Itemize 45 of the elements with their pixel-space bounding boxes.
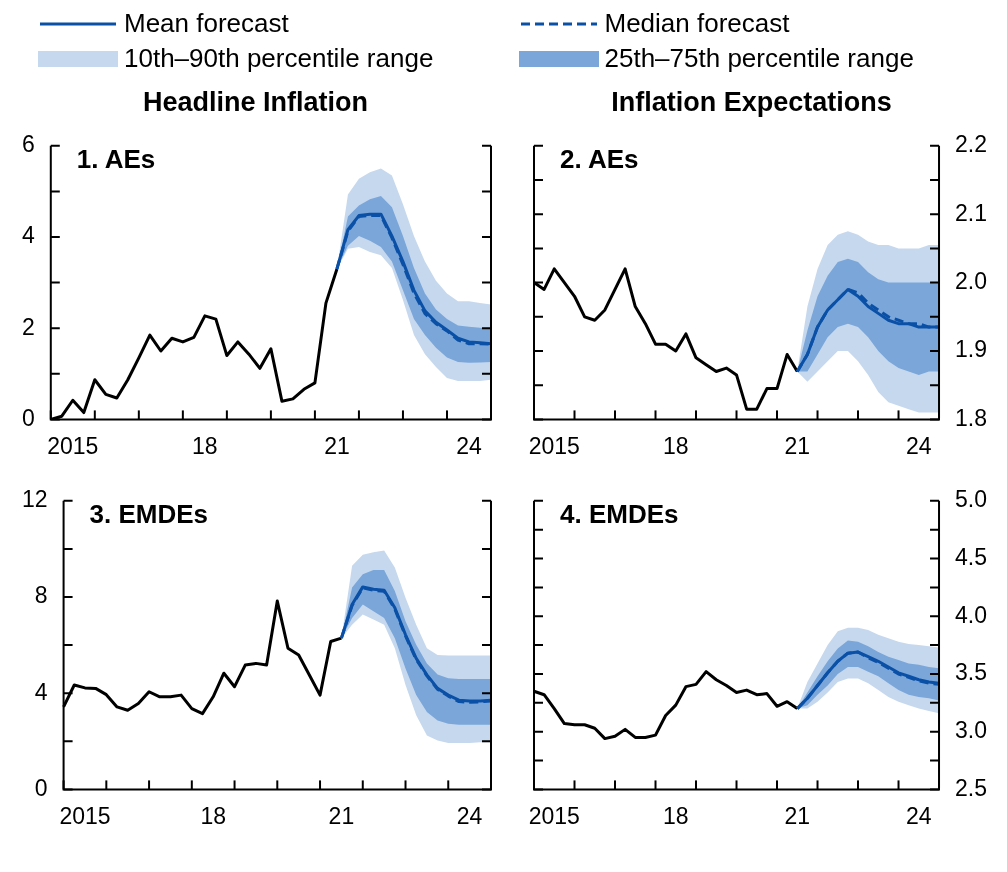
x-tick-label: 24	[905, 802, 932, 829]
y2-tick-label: 4.0	[955, 601, 988, 628]
y2-tick-label: 1.9	[955, 336, 988, 363]
x-tick-label: 18	[662, 802, 689, 829]
y2-tick-label: 2.2	[955, 131, 988, 158]
y-tick-label: 6	[21, 131, 35, 158]
y2-tick-label: 2.1	[955, 199, 988, 226]
legend-label: Median forecast	[604, 8, 790, 39]
chart-title: 4. EMDEs	[560, 498, 679, 529]
y-tick-label: 0	[21, 404, 35, 431]
y2-tick-label: 2.0	[955, 267, 988, 294]
y-tick-label: 4	[21, 222, 35, 249]
y2-tick-label: 4.5	[955, 543, 988, 570]
y2-tick-label: 2.5	[955, 774, 988, 801]
x-tick-label: 2015	[59, 802, 111, 829]
x-tick-label: 21	[784, 432, 811, 459]
chart-subtitle: Inflation Expectations	[610, 86, 893, 119]
chart-title: 2. AEs	[560, 143, 639, 174]
legend-label: 25th–75th percentile range	[604, 43, 914, 74]
chart-subtitle: Headline Inflation	[142, 86, 369, 119]
y2-tick-label: 5.0	[955, 486, 988, 513]
x-tick-label: 21	[784, 802, 811, 829]
x-tick-label: 18	[662, 432, 689, 459]
y-tick-label: 4	[34, 678, 48, 705]
x-tick-label: 2015	[528, 802, 580, 829]
y2-tick-label: 3.0	[955, 717, 988, 744]
chart-title: 1. AEs	[76, 143, 156, 174]
x-tick-label: 24	[456, 802, 483, 829]
x-tick-label: 24	[905, 432, 932, 459]
y2-tick-label: 1.8	[955, 404, 988, 431]
y-tick-label: 0	[34, 774, 48, 801]
chart-title: 3. EMDEs	[89, 498, 209, 529]
legend-label: Mean forecast	[124, 8, 289, 39]
y-tick-label: 8	[34, 582, 48, 609]
legend-label: 10th–90th percentile range	[124, 43, 434, 74]
x-tick-label: 2015	[528, 432, 580, 459]
x-tick-label: 18	[192, 432, 218, 459]
y-tick-label: 12	[21, 486, 48, 513]
y-tick-label: 2	[21, 313, 35, 340]
x-tick-label: 2015	[47, 432, 99, 459]
x-tick-label: 21	[328, 802, 355, 829]
y2-tick-label: 3.5	[955, 659, 988, 686]
x-tick-label: 24	[456, 432, 482, 459]
x-tick-label: 21	[324, 432, 350, 459]
x-tick-label: 18	[200, 802, 226, 829]
